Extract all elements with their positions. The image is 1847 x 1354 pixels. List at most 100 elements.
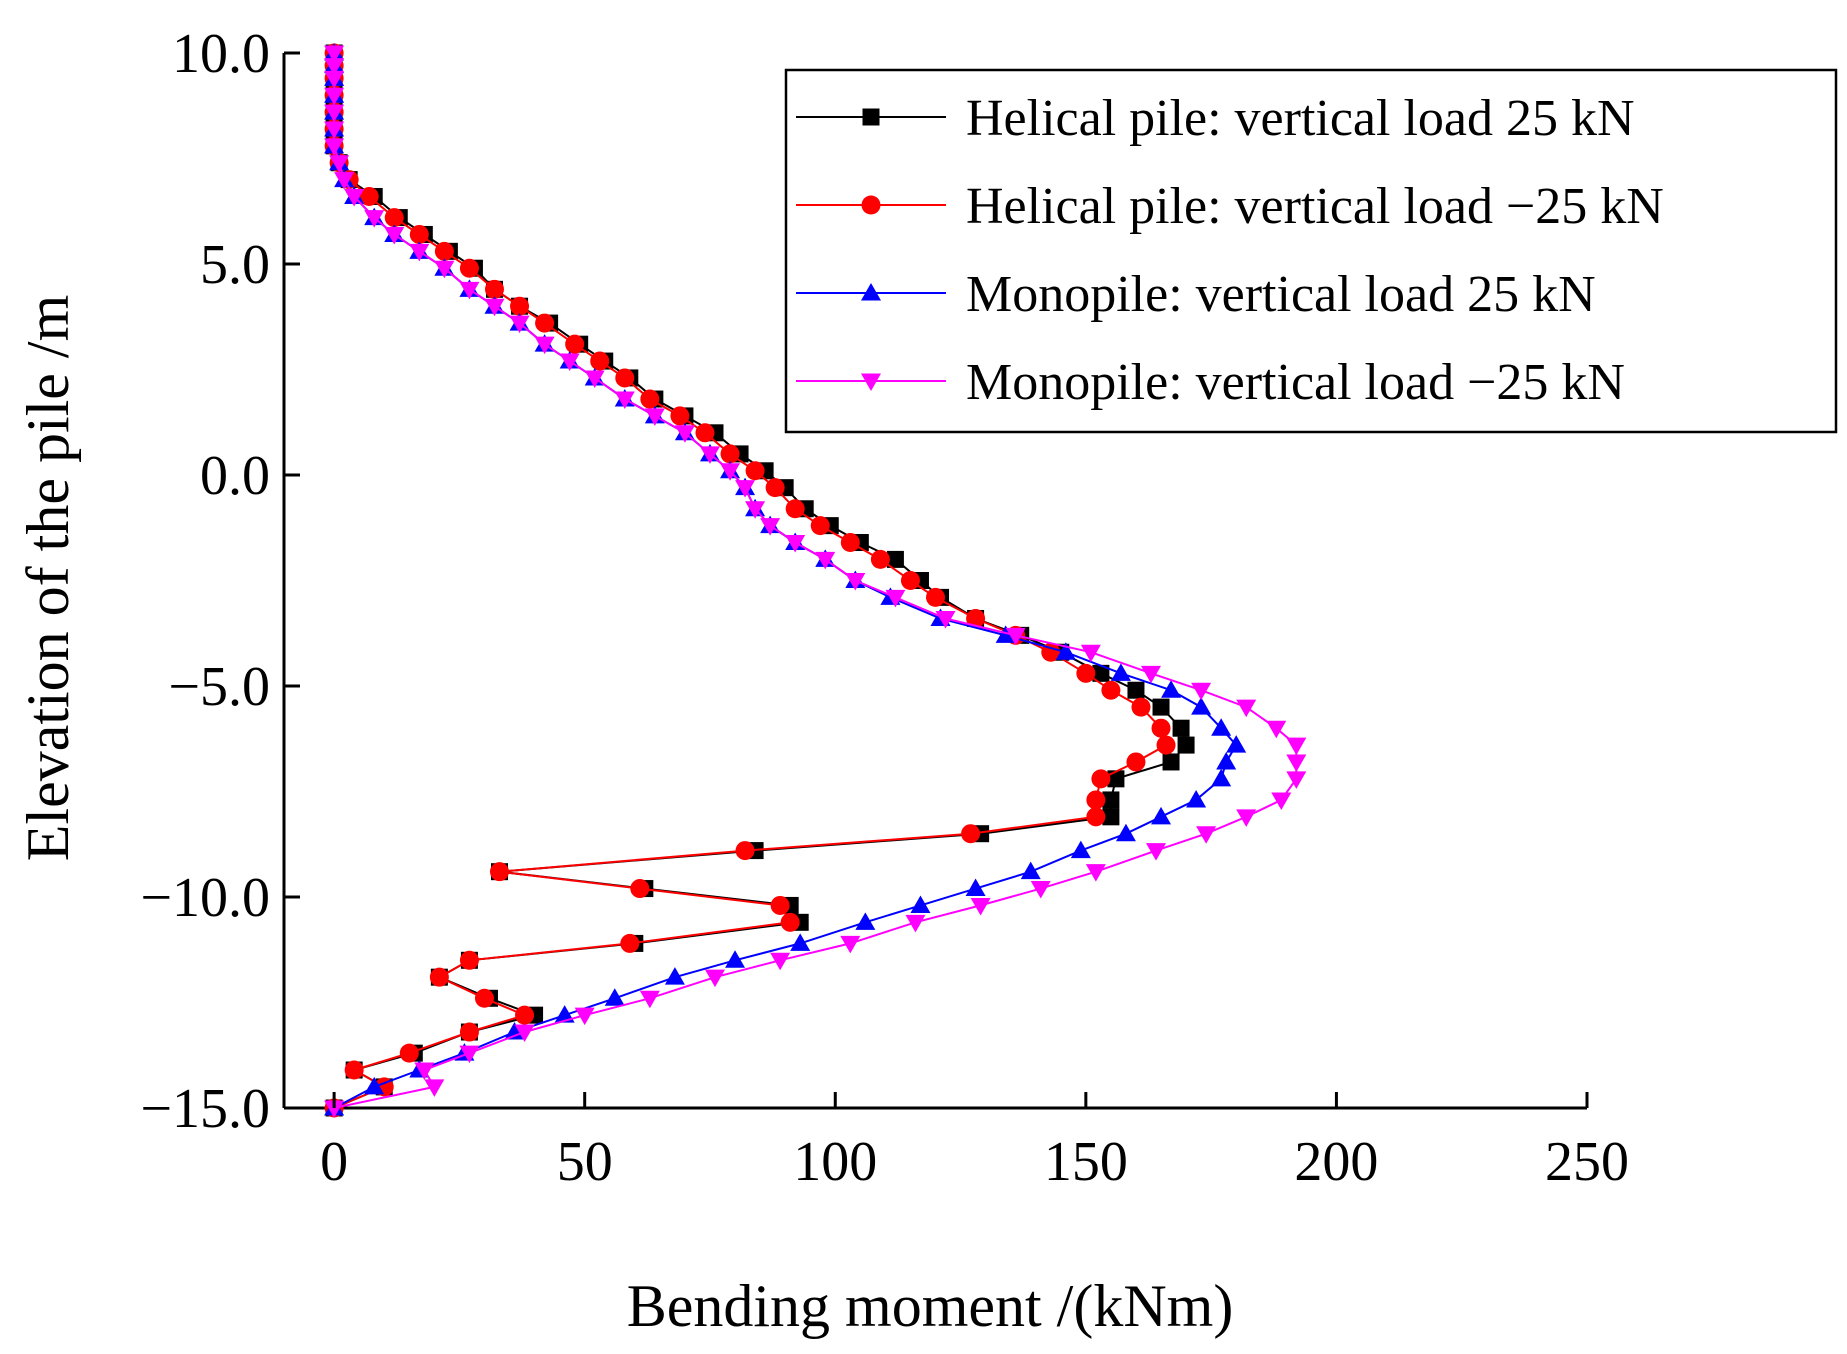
data-point: [1055, 642, 1076, 660]
legend-marker: [861, 373, 881, 391]
data-point: [1152, 698, 1170, 716]
legend-label: Helical pile: vertical load 25 kN: [966, 90, 1635, 147]
data-point: [324, 45, 345, 63]
data-point: [735, 480, 756, 498]
y-tick-label: 0.0: [200, 445, 270, 507]
data-point: [995, 625, 1016, 643]
data-point: [324, 87, 345, 106]
data-point: [735, 841, 755, 861]
data-point: [644, 408, 665, 426]
data-point: [840, 533, 860, 553]
data-point: [324, 121, 345, 139]
data-point: [364, 1076, 385, 1095]
data-point: [414, 1062, 435, 1081]
series-layer: [324, 43, 1307, 1118]
data-point: [670, 406, 690, 426]
data-point: [760, 518, 781, 536]
data-point: [1102, 808, 1120, 826]
data-point: [1271, 792, 1292, 810]
data-point: [630, 879, 650, 899]
data-point: [384, 208, 404, 228]
data-point: [1131, 697, 1151, 717]
data-point: [324, 104, 345, 123]
data-point: [409, 224, 429, 244]
data-point: [1091, 769, 1111, 789]
plot-area: [282, 53, 1587, 1110]
x-tick-label: 150: [1044, 1131, 1128, 1193]
y-axis-title: Elevation of the pile /m: [15, 295, 81, 862]
data-point: [961, 824, 981, 844]
data-point: [1211, 718, 1232, 736]
data-point: [745, 461, 765, 481]
legend-label: Monopile: vertical load 25 kN: [966, 266, 1596, 323]
data-point: [1286, 737, 1307, 756]
data-point: [429, 967, 449, 987]
data-point: [344, 188, 365, 207]
data-point: [785, 535, 806, 553]
data-point: [334, 172, 355, 190]
data-point: [604, 988, 625, 1006]
data-point: [1177, 736, 1195, 754]
data-point: [344, 1060, 364, 1080]
y-tick-label: 10.0: [172, 23, 270, 85]
data-point: [870, 549, 890, 569]
data-point: [620, 933, 640, 953]
data-point: [886, 550, 904, 568]
data-point: [364, 210, 385, 228]
data-point: [1126, 752, 1146, 772]
data-point: [324, 70, 345, 89]
data-point: [1110, 663, 1131, 681]
data-point: [559, 353, 580, 372]
data-point: [664, 967, 685, 985]
data-point: [790, 933, 811, 951]
data-point: [1196, 826, 1217, 844]
data-point: [1216, 751, 1237, 770]
data-point: [590, 351, 610, 371]
data-point: [459, 1022, 479, 1042]
data-point: [324, 58, 345, 76]
data-point: [900, 571, 920, 590]
y-tick-label: −5.0: [168, 656, 270, 718]
data-point: [770, 895, 790, 915]
data-point: [509, 315, 530, 334]
data-point: [704, 969, 725, 988]
data-point: [1076, 663, 1096, 683]
data-point: [474, 988, 494, 1008]
data-point: [910, 895, 931, 913]
series-2: [324, 43, 1176, 1118]
data-point: [434, 241, 454, 261]
data-point: [384, 226, 405, 245]
x-tick-label: 200: [1294, 1131, 1378, 1193]
legend-item: Helical pile: vertical load 25 kN: [796, 90, 1635, 147]
data-point: [424, 1079, 445, 1097]
data-point: [1140, 665, 1161, 684]
x-tick-label: 100: [793, 1131, 877, 1193]
data-point: [695, 423, 715, 443]
data-point: [1226, 735, 1247, 753]
data-point: [1127, 681, 1145, 699]
data-point: [765, 478, 785, 498]
data-point: [359, 186, 379, 206]
data-point: [725, 950, 746, 968]
x-tick-label: 250: [1545, 1131, 1629, 1193]
data-point: [1070, 840, 1091, 859]
data-point: [1030, 881, 1051, 899]
x-tick-label: 50: [557, 1131, 613, 1193]
legend-marker: [861, 283, 881, 301]
legend: Helical pile: vertical load 25 kN Helical…: [784, 68, 1838, 434]
data-point: [639, 990, 660, 1009]
data-point: [484, 279, 504, 299]
data-point: [484, 298, 505, 317]
data-point: [640, 389, 660, 409]
data-point: [1161, 680, 1182, 698]
data-point: [1151, 718, 1171, 738]
data-point: [459, 281, 480, 300]
data-point: [409, 243, 430, 262]
series-4: [324, 45, 1307, 1118]
data-point: [1186, 789, 1207, 808]
y-tick-label: −10.0: [140, 867, 270, 929]
data-point: [815, 551, 836, 570]
data-point: [1086, 807, 1106, 827]
data-point: [615, 368, 635, 388]
